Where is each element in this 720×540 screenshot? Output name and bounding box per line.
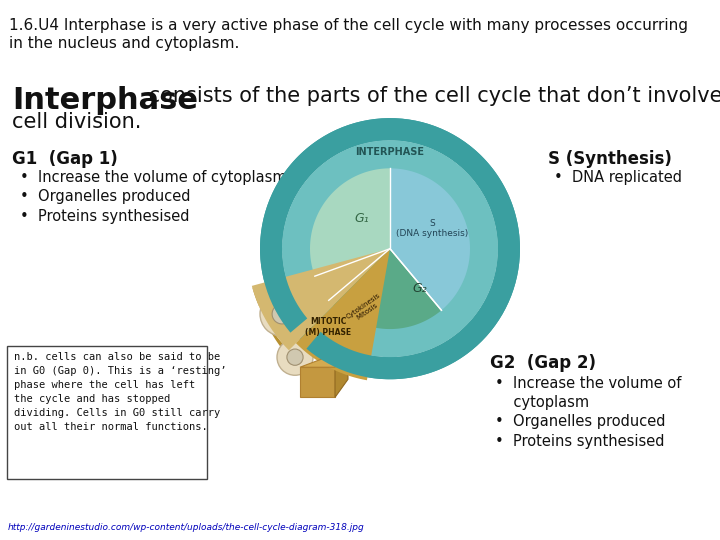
Circle shape xyxy=(282,140,498,357)
Text: •  Proteins synthesised: • Proteins synthesised xyxy=(495,434,665,449)
Text: G₂: G₂ xyxy=(413,282,427,295)
Polygon shape xyxy=(329,249,441,329)
Circle shape xyxy=(260,292,304,336)
Text: •  Organelles produced: • Organelles produced xyxy=(20,190,191,205)
Text: S
(DNA synthesis): S (DNA synthesis) xyxy=(396,219,468,238)
Polygon shape xyxy=(252,286,294,362)
Polygon shape xyxy=(296,249,390,380)
Text: Interphase: Interphase xyxy=(12,86,198,115)
Text: •  Organelles produced: • Organelles produced xyxy=(495,414,665,429)
Text: cell division.: cell division. xyxy=(12,112,141,132)
Polygon shape xyxy=(300,367,335,397)
Polygon shape xyxy=(390,168,470,310)
Text: G2  (Gap 2): G2 (Gap 2) xyxy=(490,354,596,372)
Text: INTERPHASE: INTERPHASE xyxy=(356,147,425,157)
Circle shape xyxy=(287,349,303,366)
Text: consists of the parts of the cell cycle that don’t involve: consists of the parts of the cell cycle … xyxy=(142,86,720,106)
FancyBboxPatch shape xyxy=(7,346,207,479)
Text: •  Increase the volume of cytoplasm: • Increase the volume of cytoplasm xyxy=(20,170,287,185)
Text: •  DNA replicated: • DNA replicated xyxy=(554,170,682,185)
Text: G₁: G₁ xyxy=(355,212,369,225)
Text: •  Increase the volume of: • Increase the volume of xyxy=(495,376,681,392)
Circle shape xyxy=(277,339,313,375)
Circle shape xyxy=(272,304,292,324)
Text: •  Proteins synthesised: • Proteins synthesised xyxy=(20,208,189,224)
Text: Cytokinesis
Mitosis: Cytokinesis Mitosis xyxy=(345,292,385,326)
Text: MITOTIC
(M) PHASE: MITOTIC (M) PHASE xyxy=(305,318,351,337)
Polygon shape xyxy=(252,249,390,350)
Polygon shape xyxy=(260,118,520,379)
Polygon shape xyxy=(310,168,390,276)
Text: cytoplasm: cytoplasm xyxy=(495,395,589,410)
Polygon shape xyxy=(260,118,520,379)
Text: G1  (Gap 1): G1 (Gap 1) xyxy=(12,150,118,168)
Polygon shape xyxy=(335,349,348,397)
Text: n.b. cells can also be said to be
in G0 (Gap 0). This is a ‘resting’
phase where: n.b. cells can also be said to be in G0 … xyxy=(14,352,227,432)
Text: http://gardeninestudio.com/wp-content/uploads/the-cell-cycle-diagram-318.jpg: http://gardeninestudio.com/wp-content/up… xyxy=(8,523,365,532)
Text: S (Synthesis): S (Synthesis) xyxy=(548,150,672,168)
Polygon shape xyxy=(300,349,348,367)
Text: 1.6.U4 Interphase is a very active phase of the cell cycle with many processes o: 1.6.U4 Interphase is a very active phase… xyxy=(9,18,688,51)
